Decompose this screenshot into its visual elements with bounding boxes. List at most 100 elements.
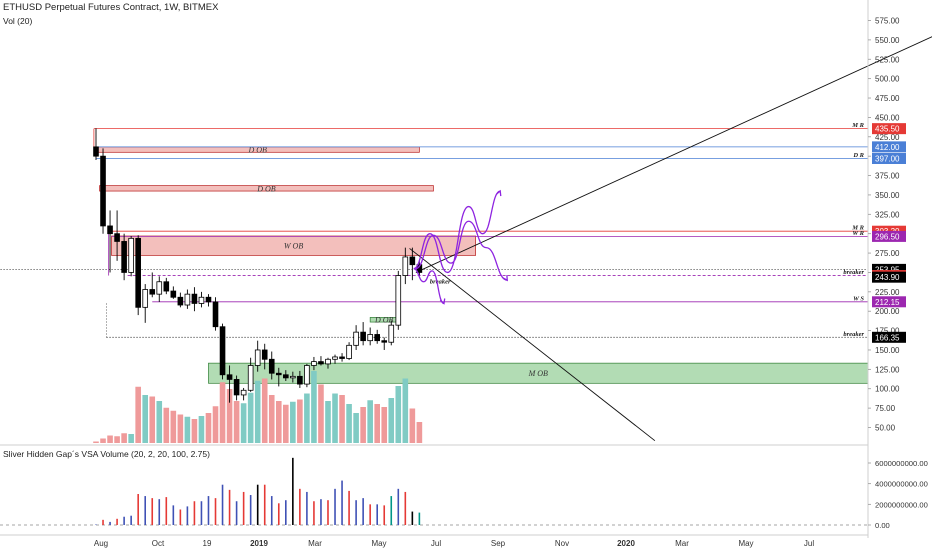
candle-15	[198, 291, 205, 308]
candle-body-19	[226, 374, 233, 380]
price-tag-bg-2	[872, 152, 906, 164]
price-tag-text-4: 296.50	[875, 232, 900, 241]
volume-bar-43	[395, 386, 402, 443]
volume-bar-38	[360, 407, 366, 443]
candle-40	[374, 329, 380, 344]
candle-4	[121, 233, 127, 281]
price-tag-text-1: 412.00	[875, 143, 900, 152]
price-tag-bg-5	[872, 263, 906, 275]
volume-bar-5	[128, 434, 134, 443]
candle-32	[318, 356, 324, 366]
level-tag-6: breaker	[843, 269, 864, 276]
zone-label-4: M OB	[528, 369, 548, 378]
candle-body-12	[177, 296, 184, 306]
candle-body-27	[283, 374, 289, 379]
candle-body-21	[240, 389, 247, 396]
volume-bar-37	[353, 413, 359, 443]
candle-41	[381, 337, 388, 350]
price-tick-label-6: 200.00	[875, 307, 900, 316]
projection-path-2	[413, 267, 445, 305]
price-tick-label-9: 275.00	[875, 249, 900, 258]
price-tag-8: 212.15	[872, 296, 906, 308]
candle-body-28	[290, 375, 296, 379]
volume-bar-34	[332, 393, 338, 443]
volume-bar-0	[93, 441, 99, 443]
candle-body-4	[121, 241, 127, 273]
price-tag-text-2: 397.00	[875, 154, 900, 163]
candle-39	[367, 327, 373, 346]
price-tags-layer: 435.50412.00397.00303.20296.50253.95246.…	[872, 123, 906, 343]
candle-14	[191, 287, 198, 312]
time-tick-label-7: Sep	[491, 539, 506, 548]
candle-body-20	[233, 379, 240, 396]
volume-bar-29	[297, 399, 303, 443]
candle-body-41	[381, 340, 388, 343]
volume-bar-16	[205, 413, 212, 443]
volume-bar-2	[107, 435, 113, 443]
projection-arrow-0	[495, 189, 502, 197]
candle-24	[261, 343, 268, 370]
candle-body-0	[93, 146, 99, 157]
projection-layer[interactable]	[413, 189, 508, 305]
candle-31	[311, 356, 317, 371]
candle-11	[170, 286, 177, 299]
price-tick-label-18: 500.00	[875, 75, 900, 84]
level-tag-4: W R	[852, 230, 864, 237]
volume-bar-32	[318, 384, 324, 443]
candle-body-22	[247, 365, 254, 391]
level-tag-0: M R	[851, 122, 864, 129]
volume-bar-39	[367, 400, 373, 443]
candle-body-10	[163, 281, 170, 292]
candle-body-25	[268, 358, 275, 374]
candle-body-40	[374, 334, 380, 342]
candle-body-5	[128, 237, 134, 273]
candle-body-1	[100, 155, 106, 227]
price-tick-label-16: 450.00	[875, 113, 900, 122]
price-tag-text-5: 253.95	[875, 265, 900, 274]
candles-layer	[93, 128, 423, 403]
candle-body-33	[325, 358, 331, 365]
time-tick-label-9: 2020	[617, 539, 635, 548]
candle-body-31	[311, 361, 317, 366]
candle-body-8	[149, 289, 156, 295]
volume-bar-10	[163, 407, 170, 443]
trendline-0	[409, 248, 656, 442]
level-tag-3: M R	[851, 225, 864, 232]
candle-8	[149, 272, 156, 298]
price-tick-label-4: 150.00	[875, 346, 900, 355]
time-tick-label-4: Mar	[308, 539, 322, 548]
time-tick-label-3: 2019	[250, 539, 268, 548]
candle-body-38	[360, 331, 366, 342]
candle-12	[177, 292, 184, 308]
price-tick-label-17: 475.00	[875, 94, 900, 103]
price-tag-7: 243.90	[872, 271, 906, 283]
candle-body-37	[353, 331, 359, 346]
candle-2	[107, 210, 113, 273]
candle-37	[353, 325, 359, 350]
candle-33	[325, 357, 331, 369]
volume-bar-7	[142, 395, 149, 443]
symbol-title: ETHUSD Perpetual Futures Contract, 1W, B…	[3, 2, 219, 13]
projection-path-1	[415, 220, 508, 281]
candle-body-11	[170, 290, 177, 298]
volume-bar-9	[156, 401, 163, 443]
volume-bar-24	[261, 378, 268, 443]
trendlines-layer[interactable]	[409, 1, 932, 442]
volume-bar-27	[283, 404, 289, 443]
candle-body-9	[156, 281, 163, 295]
trendline-1	[415, 36, 932, 273]
candle-6	[135, 235, 141, 316]
time-tick-label-5: May	[371, 539, 386, 548]
price-tag-text-0: 435.50	[875, 125, 900, 134]
candle-body-13	[184, 293, 191, 306]
price-tag-bg-4	[872, 230, 906, 242]
price-tag-bg-9	[872, 331, 906, 343]
volume-bar-25	[268, 395, 275, 443]
candle-body-14	[191, 293, 198, 304]
zones-layer: D OB D OB W OB D OB M OB	[95, 146, 869, 384]
vsa-tick-label-2: 4000000000.00	[875, 480, 928, 489]
zone-1	[99, 185, 434, 192]
candle-body-39	[367, 334, 373, 342]
